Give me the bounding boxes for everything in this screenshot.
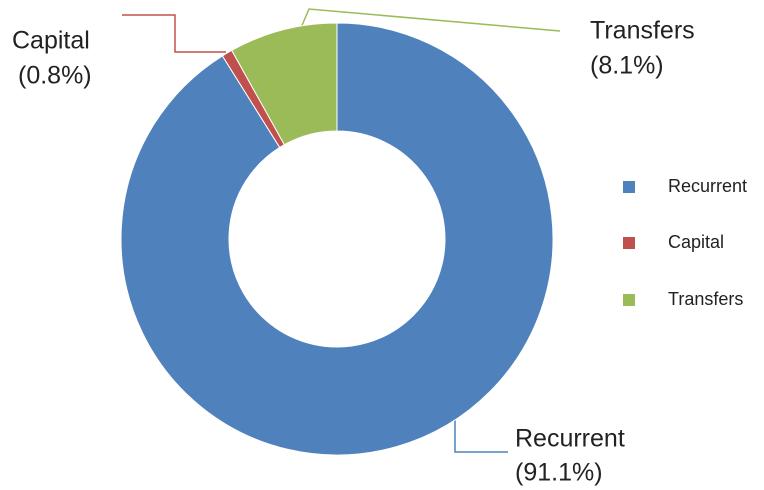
legend-label: Capital <box>668 232 724 252</box>
slice <box>120 22 554 456</box>
slice-value-label: (0.8%) <box>18 62 92 90</box>
slice-label: Recurrent <box>515 425 625 453</box>
legend-label: Recurrent <box>668 176 747 196</box>
leader-line <box>122 14 226 53</box>
legend-label: Transfers <box>668 289 743 309</box>
leader-line <box>299 8 561 32</box>
legend-swatch <box>623 294 635 306</box>
legend-swatch <box>623 181 635 193</box>
slice-label: Capital <box>12 27 90 55</box>
legend-swatch <box>623 237 635 249</box>
slice <box>231 22 338 146</box>
slice-label: Transfers <box>590 17 695 45</box>
slice-value-label: (8.1%) <box>590 52 664 80</box>
slice-value-label: (91.1%) <box>515 459 603 487</box>
